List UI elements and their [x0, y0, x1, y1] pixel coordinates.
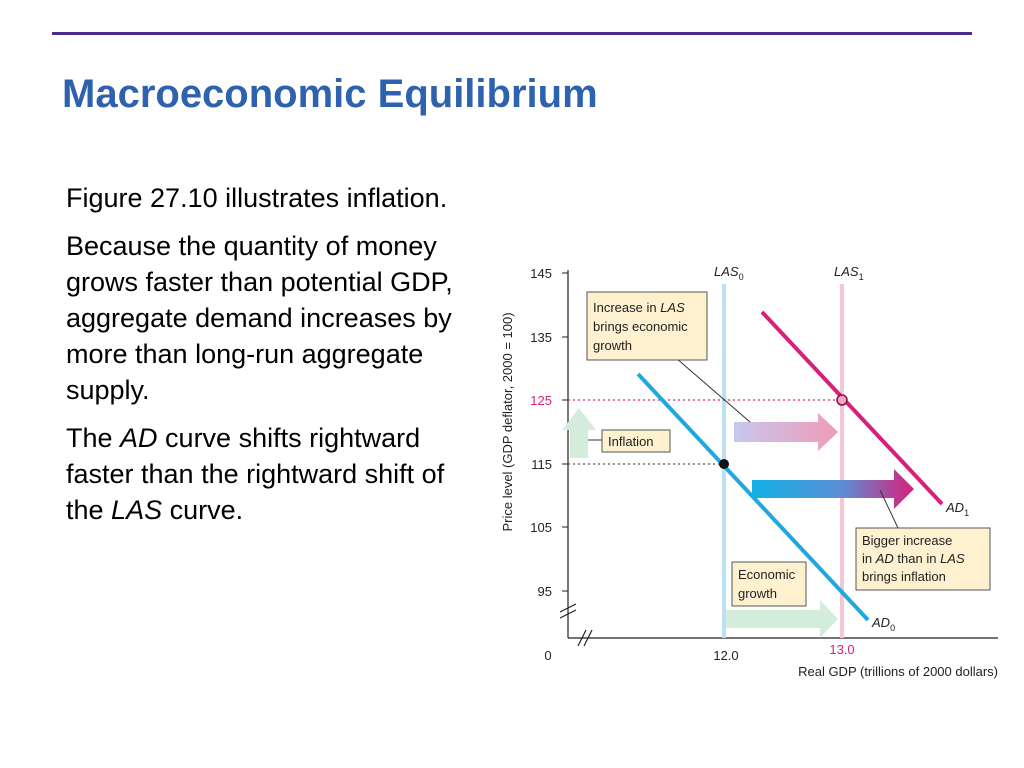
svg-text:in AD than in LAS: in AD than in LAS [862, 551, 965, 566]
x-tick-label: 12.0 [713, 648, 738, 663]
y-axis-label: Price level (GDP deflator, 2000 = 100) [500, 312, 515, 531]
callout-economic-growth: Economic growth [731, 561, 807, 607]
svg-text:brings inflation: brings inflation [862, 569, 946, 584]
inflation-arrow [562, 408, 596, 458]
svg-text:Increase in LAS: Increase in LAS [593, 300, 685, 315]
inflation-diagram: Price level (GDP deflator, 2000 = 100) 1… [500, 264, 998, 679]
y-ticks: 145 135 125 115 105 95 [530, 266, 568, 599]
callout-ad-increase: Bigger increase in AD than in LAS brings… [855, 527, 991, 591]
ad0-label: AD0 [871, 615, 895, 633]
las0-label: LAS0 [714, 264, 744, 282]
y-tick-label: 115 [531, 457, 552, 472]
origin-label: 0 [544, 648, 551, 663]
ad-shift-arrow [752, 469, 914, 509]
las-shift-arrow [734, 413, 838, 451]
y-tick-label: 105 [530, 520, 552, 535]
las1-label: LAS1 [834, 264, 864, 282]
equilibrium-point-1 [836, 394, 848, 406]
y-tick-label: 135 [530, 330, 552, 345]
title-rule [52, 32, 972, 35]
paragraph-money-growth: Because the quantity of money grows fast… [66, 231, 453, 405]
paragraph-ad-shift: The AD curve shifts rightward faster tha… [66, 420, 466, 528]
y-tick-label: 95 [538, 584, 552, 599]
economic-growth-arrow [726, 600, 838, 638]
callout-inflation: Inflation [601, 429, 671, 453]
svg-text:brings economic: brings economic [593, 319, 688, 334]
callout-leader [675, 357, 751, 423]
y-axis-break [559, 603, 577, 619]
callout-leader [879, 489, 899, 529]
slide-title: Macroeconomic Equilibrium [62, 72, 598, 116]
svg-text:Bigger increase: Bigger increase [862, 533, 952, 548]
ad-term: AD [120, 423, 158, 453]
ad1-curve [760, 310, 944, 506]
text-run: curve shifts rightward faster than the r… [66, 423, 445, 525]
x-axis-break [577, 629, 593, 647]
y-tick-label-125: 125 [530, 393, 552, 408]
svg-text:Economic: Economic [738, 567, 796, 582]
callout-las-increase: Increase in LAS brings economic growth [586, 291, 708, 361]
equilibrium-point-0 [719, 459, 729, 469]
paragraph-figure: Figure 27.10 illustrates inflation. [66, 183, 448, 213]
ad1-label: AD1 [945, 500, 969, 518]
text-run: curve. [162, 495, 244, 525]
svg-text:growth: growth [593, 338, 632, 353]
text-run: The [66, 423, 121, 453]
svg-text:growth: growth [738, 586, 777, 601]
las-term: LAS [111, 495, 163, 525]
x-tick-label-13: 13.0 [829, 642, 854, 657]
x-axis-label: Real GDP (trillions of 2000 dollars) [798, 664, 998, 679]
y-tick-label: 145 [530, 266, 552, 281]
svg-text:Inflation: Inflation [608, 434, 654, 449]
slide-body: Figure 27.10 illustrates inflation. Beca… [66, 180, 466, 540]
